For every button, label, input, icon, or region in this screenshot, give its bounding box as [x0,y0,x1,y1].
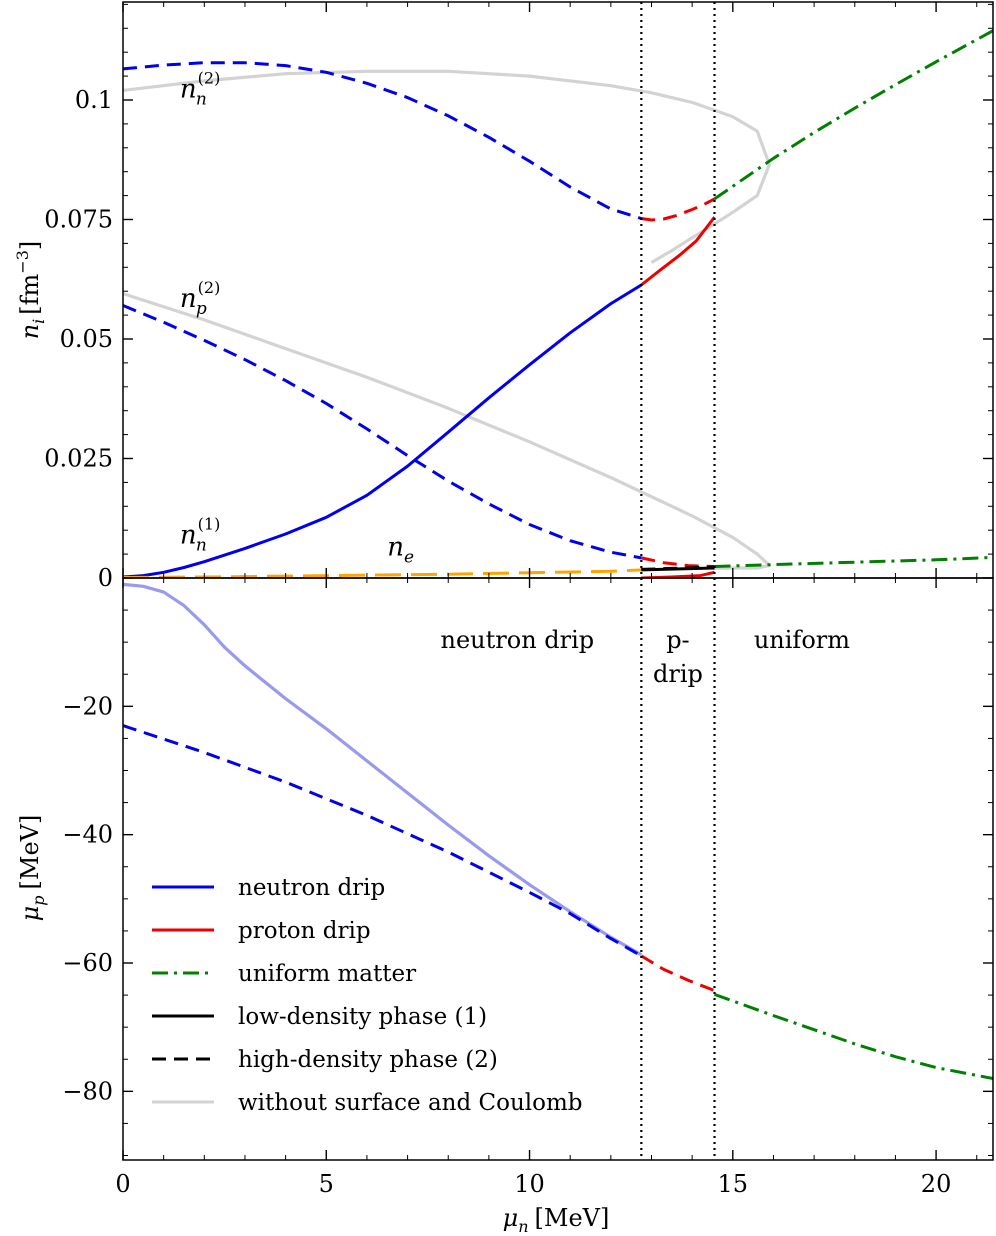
x-axis-title: μn [MeV] [503,1204,610,1236]
region-label-p: p- [666,626,689,654]
bottom-ytick-label: −20 [62,692,113,720]
top-series-n-n-2-proton-drip [641,197,716,222]
bottom-ytick-label: −60 [62,949,113,977]
top-ytick-label: 0.05 [60,325,113,353]
legend-label-high-density-phase-2: high-density phase (2) [238,1047,498,1073]
legend-label-without-surface-and-coulomb: without surface and Coulomb [238,1090,583,1116]
bottom-series-p-proton-drip [640,954,716,992]
bottom-ytick-label: −80 [62,1077,113,1105]
top-series-n-n-2-without-surface-and-coulomb [123,69,772,264]
bottom-ytick-label: −40 [62,821,113,849]
top-ytick-label: 0.1 [75,86,113,114]
top-series-n-p-2-without-surface-and-coulomb [123,292,772,570]
top-series-n-e [123,568,642,578]
bottom-xtick-label: 0 [115,1170,130,1198]
top-series-n-p-1-proton-drip [641,570,715,578]
top-ytick-label: 0 [98,564,113,592]
bottom-xtick-label: 5 [319,1170,334,1198]
annotation-nn2: n(2) n [180,69,220,110]
top-ytick-label: 0.075 [44,205,113,233]
top-series-n-n-1-neutron-drip [123,283,643,578]
legend: neutron drip proton drip uniform matter low… [152,875,583,1116]
top-series-n-n-uniform-matter [713,29,993,201]
panel-bottom: −20 −40 −60 −80 0 5 10 15 20 neutron drip p-drip u… [16,577,994,1236]
bottom-series-p-without-surface-and-coulomb [123,582,643,957]
top-y-axis-title: ni[fm−3] [13,241,48,340]
top-series-n-p-2-neutron-drip [123,304,642,560]
top-plot-frame [122,1,994,579]
bottom-series-p-neutron-drip [123,724,643,958]
top-series-n-n-1-proton-drip [640,216,716,287]
legend-label-low-density-phase-1: low-density phase (1) [238,1004,487,1030]
bottom-xtick-label: 20 [921,1170,952,1198]
top-series-n-n-2-neutron-drip [123,61,642,220]
bottom-xtick-label: 15 [718,1170,749,1198]
bottom-xtick-label: 10 [514,1170,545,1198]
bottom-plot-frame [122,577,994,1161]
region-label-neutron-drip: neutron drip [441,626,595,654]
annotation-np2: n(2) p [180,278,220,319]
top-ytick-label: 0.025 [44,444,113,472]
top-series-n-e-high-density-phase-2 [641,565,715,571]
top-series-n-e-uniform-matter [714,555,993,568]
region-label-drip: drip [653,660,703,688]
annotation-nn1: n(1) n [180,515,220,556]
region-label-uniform: uniform [754,626,850,654]
legend-label-proton-drip: proton drip [238,918,371,944]
panel-top: 0 0.025 0.05 0.075 0.1 n(2) n n(2) p n(1) n ne ni[… [13,1,994,592]
annotation-ne: ne [387,533,414,568]
bottom-series-p-uniform-matter [713,992,993,1080]
top-series-n-p-2-proton-drip [640,556,715,568]
legend-label-uniform-matter: uniform matter [238,961,416,987]
bottom-y-axis-title: μp[MeV] [16,815,48,922]
legend-label-neutron-drip: neutron drip [238,875,385,901]
